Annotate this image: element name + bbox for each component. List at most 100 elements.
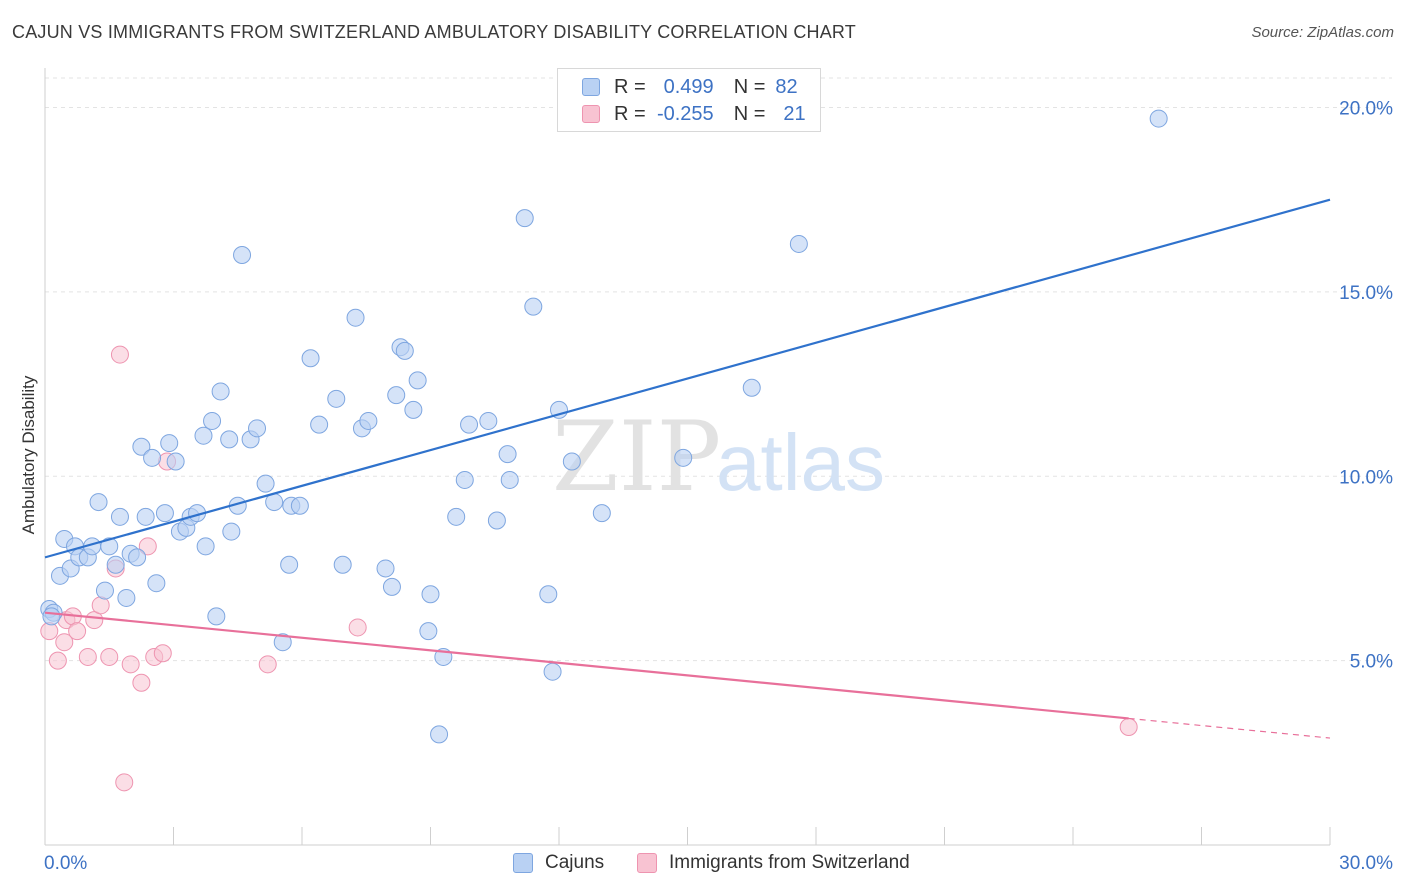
cajun-point xyxy=(89,493,108,512)
series-immigrants-from-switzerland xyxy=(40,345,1138,792)
y-tick-label: 5.0% xyxy=(1350,652,1393,673)
axes xyxy=(44,68,1331,846)
cajun-point xyxy=(742,378,761,397)
cajun-point xyxy=(143,448,162,467)
swiss-point xyxy=(40,622,59,641)
cajun-point xyxy=(100,537,119,556)
y-axis-title: Ambulatory Disability xyxy=(19,375,38,534)
cajun-point xyxy=(196,537,215,556)
swiss-point xyxy=(258,655,277,674)
cajun-point xyxy=(256,474,275,493)
cajun-point xyxy=(500,470,519,489)
cajun-point xyxy=(487,511,506,530)
swiss-trend-extension xyxy=(1128,717,1331,739)
series-legend: Cajuns Immigrants from Switzerland xyxy=(0,852,1406,878)
series-cajuns xyxy=(40,109,1168,744)
legend-label-cajuns: Cajuns xyxy=(545,852,605,873)
cajun-point xyxy=(562,452,581,471)
swiss-point xyxy=(68,622,87,641)
cajun-point xyxy=(408,371,427,390)
cajun-point xyxy=(166,452,185,471)
swiss-legend-swatch xyxy=(637,853,657,873)
cajun-point xyxy=(376,559,395,578)
swiss-point xyxy=(153,644,172,663)
swiss-point xyxy=(55,633,74,652)
n-label: N = xyxy=(733,75,766,98)
r-label: R = xyxy=(614,75,646,98)
watermark: ZIP atlas xyxy=(552,401,885,513)
swiss-point xyxy=(100,647,119,666)
n-label: N = xyxy=(733,102,766,125)
cajun-point xyxy=(273,633,292,652)
cajun-point xyxy=(110,507,129,526)
cajun-point xyxy=(395,341,414,360)
cajun-point xyxy=(95,581,114,600)
y-tick-label: 20.0% xyxy=(1339,99,1393,120)
swiss-point xyxy=(48,651,67,670)
swiss-point xyxy=(132,673,151,692)
cajun-point xyxy=(106,555,125,574)
stats-legend: R = 0.499 N = 82 R = -0.255 N = 21 xyxy=(557,68,821,132)
swiss-swatch xyxy=(582,105,600,123)
x-tick-label: 30.0% xyxy=(1339,853,1393,874)
cajun-point xyxy=(327,389,346,408)
legend-item-cajuns: Cajuns xyxy=(513,852,604,874)
cajun-point xyxy=(290,496,309,515)
cajun-point xyxy=(460,415,479,434)
x-tick-label: 0.0% xyxy=(44,853,87,874)
n-value: 82 xyxy=(775,75,798,98)
cajun-point xyxy=(280,555,299,574)
watermark-zip: ZIP xyxy=(552,401,721,513)
cajun-point xyxy=(42,607,61,626)
cajun-point xyxy=(539,585,558,604)
r-value: -0.255 xyxy=(656,102,714,125)
swiss-point xyxy=(348,618,367,637)
cajuns-trend-line xyxy=(44,198,1331,559)
cajun-point xyxy=(524,297,543,316)
cajun-point xyxy=(592,504,611,523)
cajun-point xyxy=(160,434,179,453)
y-tick-label: 10.0% xyxy=(1339,467,1393,488)
source-label: Source: ZipAtlas.com xyxy=(1251,24,1394,41)
axis-labels: 5.0% 10.0% 15.0% 20.0% 0.0% 30.0% xyxy=(44,99,1393,875)
cajun-point xyxy=(207,607,226,626)
cajun-point xyxy=(155,504,174,523)
swiss-point xyxy=(115,773,134,792)
cajun-point xyxy=(430,725,449,744)
cajun-point xyxy=(419,622,438,641)
cajun-point xyxy=(211,382,230,401)
cajun-point xyxy=(789,234,808,253)
cajun-point xyxy=(203,411,222,430)
cajun-point xyxy=(147,574,166,593)
cajun-point xyxy=(479,411,498,430)
cajun-point xyxy=(543,662,562,681)
swiss-point xyxy=(1119,718,1138,736)
cajun-point xyxy=(382,577,401,596)
chart-title: CAJUN VS IMMIGRANTS FROM SWITZERLAND AMB… xyxy=(12,22,856,42)
cajun-point xyxy=(194,426,213,445)
cajun-point xyxy=(387,386,406,405)
swiss-point xyxy=(138,537,157,556)
cajun-point xyxy=(117,588,136,607)
cajun-point xyxy=(515,209,534,228)
cajun-point xyxy=(128,548,147,567)
cajun-point xyxy=(333,555,352,574)
cajun-point xyxy=(455,470,474,489)
legend-row-cajuns: R = 0.499 N = 82 xyxy=(582,74,798,100)
cajuns-swatch xyxy=(582,78,600,96)
swiss-point xyxy=(110,345,129,364)
cajun-point xyxy=(233,246,252,264)
cajun-point xyxy=(248,419,267,438)
swiss-trend-line xyxy=(44,611,1129,720)
cajun-point xyxy=(310,415,329,434)
legend-label-swiss: Immigrants from Switzerland xyxy=(669,852,910,873)
n-value: 21 xyxy=(783,102,806,125)
cajun-point xyxy=(132,437,151,456)
swiss-point xyxy=(121,655,140,674)
cajun-point xyxy=(404,400,423,419)
r-value: 0.499 xyxy=(663,75,714,98)
cajun-point xyxy=(674,448,693,467)
cajuns-legend-swatch xyxy=(513,853,533,873)
cajun-point xyxy=(301,349,320,368)
